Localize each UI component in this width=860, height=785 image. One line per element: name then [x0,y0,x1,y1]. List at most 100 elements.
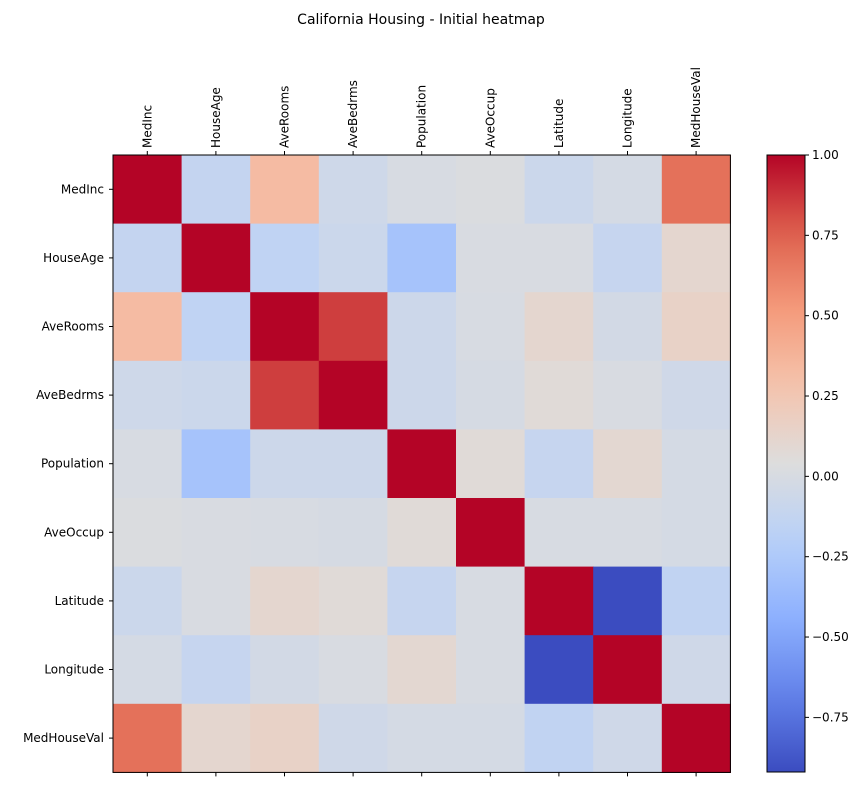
x-tick-label: AveRooms [278,86,292,148]
heatmap-cell-longitude-aveoccup [456,635,526,705]
heatmap-cell-medhouseval-medinc [113,703,183,773]
heatmap-cell-houseage-averooms [250,223,320,293]
heatmap-cell-longitude-averooms [250,635,320,705]
heatmap-cells [113,155,731,773]
heatmap-cell-avebedrms-averooms [250,360,320,430]
heatmap-cell-latitude-latitude [524,566,594,636]
heatmap-cell-medhouseval-aveoccup [456,703,526,773]
colorbar-tick-label: 0.00 [812,469,839,483]
heatmap-cell-medhouseval-medhouseval [661,703,731,773]
x-tick-label: MedInc [140,105,154,148]
colorbar-tick-label: 0.75 [812,228,839,242]
heatmap-cell-avebedrms-avebedrms [318,360,388,430]
heatmap-cell-latitude-medinc [113,566,183,636]
heatmap-cell-averooms-avebedrms [318,292,388,362]
heatmap-cell-houseage-population [387,223,457,293]
heatmap-cell-houseage-houseage [181,223,251,293]
heatmap-cell-medinc-population [387,155,457,225]
heatmap-cell-latitude-averooms [250,566,320,636]
heatmap-cell-population-medhouseval [661,429,731,499]
heatmap-cell-population-population [387,429,457,499]
heatmap-cell-population-avebedrms [318,429,388,499]
heatmap-cell-medinc-houseage [181,155,251,225]
heatmap-cell-averooms-medinc [113,292,183,362]
heatmap-cell-aveoccup-latitude [524,498,594,568]
heatmap-cell-medhouseval-avebedrms [318,703,388,773]
heatmap-cell-medhouseval-averooms [250,703,320,773]
heatmap-cell-population-medinc [113,429,183,499]
heatmap-cell-longitude-latitude [524,635,594,705]
heatmap-cell-aveoccup-medhouseval [661,498,731,568]
heatmap-cell-avebedrms-medhouseval [661,360,731,430]
heatmap-cell-longitude-houseage [181,635,251,705]
heatmap-cell-averooms-longitude [593,292,663,362]
colorbar-tick-label: −0.50 [812,630,849,644]
heatmap-cell-aveoccup-avebedrms [318,498,388,568]
heatmap-cell-longitude-population [387,635,457,705]
heatmap-cell-aveoccup-medinc [113,498,183,568]
heatmap-cell-houseage-medinc [113,223,183,293]
heatmap-cell-averooms-aveoccup [456,292,526,362]
heatmap-cell-avebedrms-houseage [181,360,251,430]
heatmap-cell-latitude-aveoccup [456,566,526,636]
x-tick-label: AveOccup [483,88,497,148]
colorbar-tick-label: 0.25 [812,389,839,403]
colorbar-tick-label: −0.25 [812,550,849,564]
x-tick-label: Latitude [552,99,566,148]
heatmap-cell-houseage-longitude [593,223,663,293]
heatmap-cell-latitude-avebedrms [318,566,388,636]
y-tick-label: Longitude [44,663,104,677]
y-axis-ticks: MedInc HouseAge AveRooms AveBedrms Populatio… [23,182,113,745]
heatmap-cell-medinc-avebedrms [318,155,388,225]
heatmap-cell-latitude-medhouseval [661,566,731,636]
heatmap-cell-latitude-longitude [593,566,663,636]
y-tick-label: AveRooms [42,320,104,334]
heatmap-cell-longitude-medhouseval [661,635,731,705]
heatmap-cell-aveoccup-longitude [593,498,663,568]
y-tick-label: HouseAge [43,251,104,265]
heatmap-cell-aveoccup-aveoccup [456,498,526,568]
heatmap-cell-medinc-aveoccup [456,155,526,225]
colorbar-tick-label: 0.50 [812,309,839,323]
heatmap-cell-longitude-medinc [113,635,183,705]
heatmap-cell-houseage-avebedrms [318,223,388,293]
heatmap-cell-houseage-medhouseval [661,223,731,293]
heatmap-cell-medhouseval-longitude [593,703,663,773]
x-tick-label: Population [415,85,429,148]
colorbar-tick-label: 1.00 [812,148,839,162]
heatmap-cell-houseage-aveoccup [456,223,526,293]
heatmap-cell-avebedrms-longitude [593,360,663,430]
heatmap-cell-avebedrms-population [387,360,457,430]
heatmap-cell-medinc-medinc [113,155,183,225]
colorbar-gradient [766,154,806,773]
heatmap-cell-averooms-population [387,292,457,362]
colorbar: 1.00 0.75 0.50 0.25 0.00 −0.25 −0.50 −0.75 [766,148,849,773]
heatmap-cell-averooms-houseage [181,292,251,362]
heatmap-cell-averooms-medhouseval [661,292,731,362]
x-axis-ticks: MedInc HouseAge AveRooms AveBedrms Populatio… [140,67,703,777]
y-tick-label: AveBedrms [36,388,104,402]
heatmap-cell-latitude-houseage [181,566,251,636]
heatmap-cell-latitude-population [387,566,457,636]
x-tick-label: AveBedrms [346,80,360,148]
heatmap-cell-averooms-latitude [524,292,594,362]
heatmap-cell-medhouseval-houseage [181,703,251,773]
heatmap-cell-medinc-longitude [593,155,663,225]
heatmap-cell-population-averooms [250,429,320,499]
heatmap-cell-medhouseval-latitude [524,703,594,773]
y-tick-label: Latitude [55,594,104,608]
x-tick-label: Longitude [621,88,635,148]
plot-frame [112,154,731,773]
y-tick-label: MedInc [61,182,104,196]
heatmap-cell-population-latitude [524,429,594,499]
x-tick-label: HouseAge [209,87,223,148]
heatmap-cell-medinc-medhouseval [661,155,731,225]
heatmap-cell-aveoccup-houseage [181,498,251,568]
heatmap-cell-medhouseval-population [387,703,457,773]
heatmap-cell-aveoccup-population [387,498,457,568]
chart-title: California Housing - Initial heatmap [297,12,545,28]
heatmap-cell-longitude-avebedrms [318,635,388,705]
heatmap-cell-population-houseage [181,429,251,499]
heatmap-cell-medinc-averooms [250,155,320,225]
